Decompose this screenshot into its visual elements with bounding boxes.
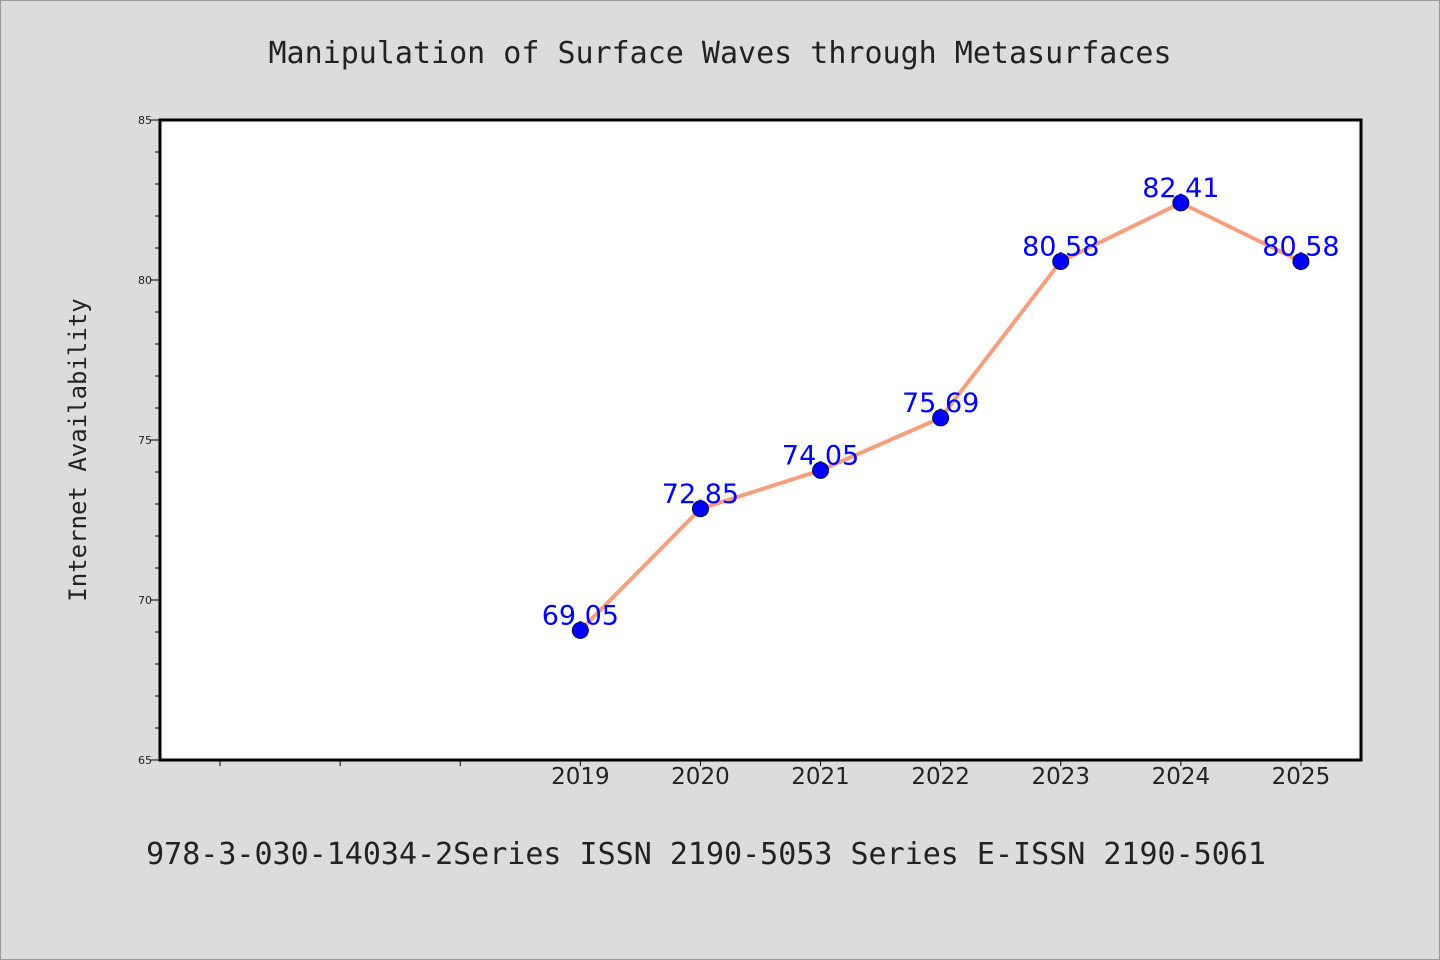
series-group: 69.05 72.85 74.05 75.69 80.58 82.41 80.58 bbox=[542, 173, 1340, 639]
chart-title: Manipulation of Surface Waves through Me… bbox=[268, 36, 1171, 71]
y-tick-label: 70 bbox=[138, 594, 152, 607]
data-label: 74.05 bbox=[782, 440, 859, 471]
plot-area bbox=[158, 118, 1363, 762]
data-point bbox=[1052, 252, 1070, 270]
x-tick-label: 2021 bbox=[791, 764, 850, 790]
data-point bbox=[1172, 194, 1190, 212]
y-axis-label: Internet Availability bbox=[64, 298, 92, 601]
data-label: 72.85 bbox=[662, 479, 739, 510]
y-tick-label: 85 bbox=[138, 114, 152, 127]
y-tick-label: 75 bbox=[138, 434, 152, 447]
data-label: 82.41 bbox=[1142, 173, 1219, 204]
data-point bbox=[932, 409, 950, 427]
data-point bbox=[571, 621, 589, 639]
x-tick-label: 2023 bbox=[1031, 764, 1090, 790]
data-label: 80.58 bbox=[1022, 231, 1099, 262]
x-tick-label: 2020 bbox=[671, 764, 730, 790]
y-tick-label: 65 bbox=[138, 754, 152, 767]
y-tick-label: 80 bbox=[138, 274, 152, 287]
axes: 65 70 75 80 85 2019 2020 2021 2022 2023 2024 2025 bbox=[138, 114, 1330, 790]
x-tick-label: 2022 bbox=[911, 764, 970, 790]
x-tick-label: 2019 bbox=[551, 764, 610, 790]
data-label: 80.58 bbox=[1262, 231, 1339, 262]
data-label: 69.05 bbox=[542, 600, 619, 631]
x-tick-label: 2025 bbox=[1272, 764, 1331, 790]
data-point bbox=[812, 461, 830, 479]
x-tick-label: 2024 bbox=[1152, 764, 1211, 790]
footer-text: 978-3-030-14034-2Series ISSN 2190-5053 S… bbox=[146, 837, 1266, 872]
data-point bbox=[691, 500, 709, 518]
data-label: 75.69 bbox=[902, 388, 979, 419]
data-point bbox=[1292, 252, 1310, 270]
